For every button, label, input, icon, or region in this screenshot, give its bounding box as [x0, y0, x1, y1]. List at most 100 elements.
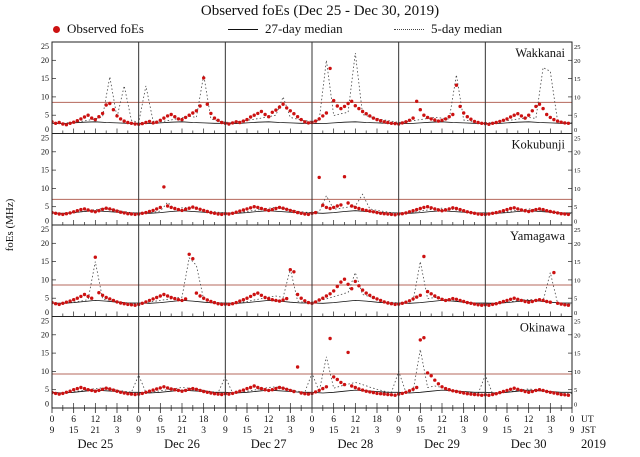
svg-text:foEs (MHz): foEs (MHz) — [4, 198, 16, 251]
y-axis-title: foEs (MHz) — [4, 198, 16, 251]
y-tick-label: 0 — [45, 125, 49, 134]
ut-hour-label: 6 — [331, 415, 336, 425]
y-tick-label: 10 — [41, 184, 49, 193]
jst-hour-label: 9 — [310, 426, 315, 436]
y-tick-label-right: 25 — [574, 319, 581, 326]
jst-hour-label: 21 — [264, 426, 274, 436]
ut-hour-label: 0 — [310, 415, 315, 425]
y-tick-label-right: 0 — [574, 402, 577, 409]
jst-hour-label: 21 — [524, 426, 534, 436]
observed-series — [52, 175, 571, 217]
jst-hour-label: 9 — [50, 426, 55, 436]
legend-27day-label: 27-day median — [265, 21, 343, 36]
ut-hour-label: 6 — [505, 415, 510, 425]
year-label: 2019 — [581, 437, 606, 451]
ut-hour-label: 6 — [158, 415, 163, 425]
jst-hour-label: 15 — [416, 426, 426, 436]
y-tick-label: 20 — [41, 239, 49, 248]
solid-line-icon — [228, 28, 258, 30]
station-label: Wakkanai — [515, 46, 565, 60]
y-tick-label: 25 — [41, 225, 49, 234]
y-tick-label-right: 0 — [574, 310, 577, 317]
y-tick-label: 0 — [45, 217, 49, 226]
y-tick-label: 0 — [45, 400, 49, 409]
y-tick-label: 0 — [45, 308, 49, 317]
y-tick-label: 25 — [41, 317, 49, 326]
y-tick-label-right: 15 — [574, 351, 581, 358]
station-label: Yamagawa — [510, 229, 565, 243]
observed-series — [52, 252, 571, 307]
panel-wakkanai: 0 0 5 5 10 10 15 15 20 20 25 25 Wakkanai — [41, 41, 581, 134]
y-tick-label: 20 — [41, 56, 49, 65]
y-tick-label-right: 15 — [574, 259, 581, 266]
ut-hour-label: 0 — [50, 415, 55, 425]
y-tick-label-right: 10 — [574, 186, 581, 193]
date-label: Dec 28 — [337, 437, 373, 451]
date-label: Dec 27 — [251, 437, 287, 451]
observed-series — [52, 336, 571, 397]
y-tick-label: 15 — [41, 349, 49, 358]
ut-hour-label: 12 — [524, 415, 534, 425]
jst-hour-label: 3 — [288, 426, 293, 436]
jst-hour-label: 3 — [375, 426, 380, 436]
y-tick-label: 20 — [41, 147, 49, 156]
ut-hour-label: 18 — [372, 415, 382, 425]
legend-observed: Observed foEs — [53, 21, 144, 37]
y-tick-label-right: 20 — [574, 149, 581, 156]
ut-hour-label: 0 — [223, 415, 228, 425]
y-tick-label-right: 10 — [574, 369, 581, 376]
jst-hour-label: 9 — [396, 426, 401, 436]
jst-hour-label: 21 — [91, 426, 101, 436]
panel-kokubunji: 0 0 5 5 10 10 15 15 20 20 25 25 Kokubunji — [41, 133, 581, 226]
observed-dot-icon — [53, 25, 60, 33]
y-tick-label: 15 — [41, 74, 49, 83]
chart-title: Observed foEs (Dec 25 - Dec 30, 2019) — [200, 3, 440, 19]
y-tick-label-right: 5 — [574, 296, 577, 303]
y-tick-label: 15 — [41, 257, 49, 266]
jst-hour-label: 9 — [570, 426, 575, 436]
ut-hour-label: 0 — [570, 415, 575, 425]
jst-hour-label: 3 — [115, 426, 120, 436]
y-tick-label-right: 20 — [574, 241, 581, 248]
jst-hour-label: 15 — [156, 426, 166, 436]
y-tick-label-right: 25 — [574, 44, 581, 51]
jst-hour-label: 15 — [69, 426, 79, 436]
ut-hour-label: 12 — [91, 415, 101, 425]
station-label: Kokubunji — [512, 138, 566, 152]
ut-unit-label: UT — [581, 415, 594, 425]
y-tick-label-right: 0 — [574, 127, 577, 134]
ut-hour-label: 0 — [136, 415, 141, 425]
ut-hour-label: 12 — [437, 415, 447, 425]
ut-hour-label: 0 — [483, 415, 488, 425]
jst-hour-label: 9 — [136, 426, 141, 436]
y-tick-label-right: 25 — [574, 227, 581, 234]
jst-hour-label: 9 — [223, 426, 228, 436]
y-tick-label: 5 — [45, 385, 49, 394]
panel-okinawa: 0 0 5 5 10 10 15 15 20 20 25 25 Okinawa — [41, 316, 581, 409]
legend-5day-label: 5-day median — [431, 21, 503, 36]
jst-hour-label: 15 — [329, 426, 339, 436]
y-tick-label-right: 15 — [574, 168, 581, 175]
y-tick-label-right: 5 — [574, 387, 577, 394]
y-tick-label: 20 — [41, 330, 49, 339]
y-tick-label: 5 — [45, 202, 49, 211]
station-label: Okinawa — [520, 321, 566, 335]
ut-hour-label: 12 — [177, 415, 187, 425]
y-tick-label-right: 10 — [574, 94, 581, 101]
jst-unit-label: JST — [581, 426, 596, 436]
y-tick-label: 15 — [41, 166, 49, 175]
jst-hour-label: 3 — [201, 426, 206, 436]
y-tick-label: 5 — [45, 294, 49, 303]
jst-hour-label: 3 — [461, 426, 466, 436]
y-tick-label-right: 25 — [574, 136, 581, 143]
ut-hour-label: 12 — [351, 415, 361, 425]
y-tick-label: 5 — [45, 111, 49, 120]
ut-hour-label: 18 — [199, 415, 209, 425]
day-boundary-lines — [138, 42, 486, 408]
observed-series — [52, 66, 571, 127]
x-axis: 0961512211830961512211830961512211830961… — [50, 408, 606, 451]
y-tick-label-right: 20 — [574, 332, 581, 339]
y-tick-label: 10 — [41, 92, 49, 101]
y-tick-label-right: 15 — [574, 76, 581, 83]
